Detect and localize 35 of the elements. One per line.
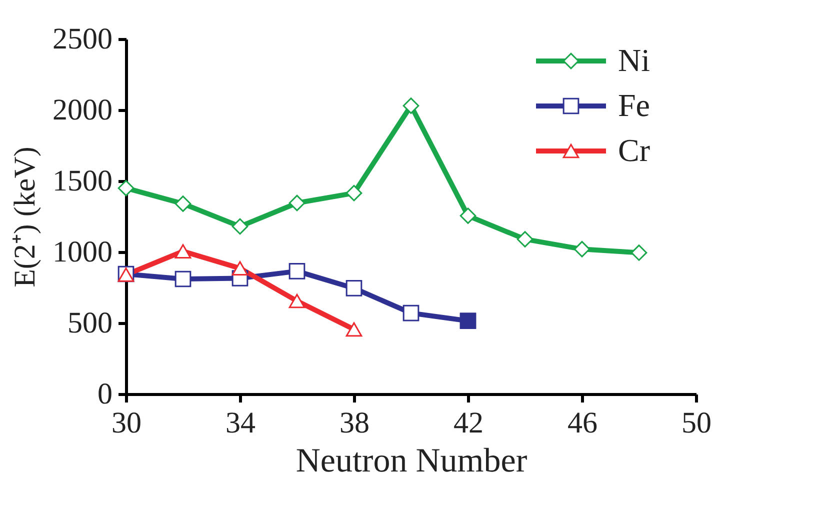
y-tick-label: 500 bbox=[68, 306, 112, 340]
point bbox=[346, 322, 362, 337]
point bbox=[174, 270, 192, 288]
point bbox=[460, 208, 476, 224]
y-tick-label: 1500 bbox=[52, 164, 112, 198]
point bbox=[516, 231, 534, 248]
point bbox=[288, 263, 306, 280]
point bbox=[402, 304, 420, 322]
legend-label: Cr bbox=[618, 132, 650, 168]
legend-label: Fe bbox=[618, 87, 650, 123]
point bbox=[574, 240, 590, 258]
x-tick-label: 50 bbox=[682, 406, 712, 440]
point bbox=[232, 261, 248, 276]
x-tick-label: 30 bbox=[112, 406, 142, 440]
x-tick-label: 42 bbox=[454, 406, 484, 440]
y-tick-label: 1000 bbox=[52, 236, 112, 268]
point bbox=[288, 194, 306, 212]
y-axis-title: E(2⁺) (keV) bbox=[8, 146, 42, 288]
point bbox=[118, 180, 134, 196]
point bbox=[232, 218, 248, 235]
point bbox=[402, 98, 420, 114]
y-tick-label: 2500 bbox=[52, 22, 112, 56]
point bbox=[174, 244, 192, 258]
point bbox=[346, 184, 362, 202]
legend-label: Ni bbox=[618, 42, 650, 78]
point bbox=[346, 280, 362, 296]
x-axis-title: Neutron Number bbox=[296, 442, 528, 480]
point bbox=[288, 294, 306, 308]
x-tick-label: 46 bbox=[568, 406, 598, 440]
x-tick-label: 34 bbox=[226, 406, 256, 440]
point bbox=[174, 196, 192, 212]
point bbox=[630, 244, 648, 261]
x-tick-label: 38 bbox=[340, 406, 370, 440]
y-tick-label: 2000 bbox=[52, 94, 112, 126]
y-tick-label: 0 bbox=[98, 378, 112, 410]
